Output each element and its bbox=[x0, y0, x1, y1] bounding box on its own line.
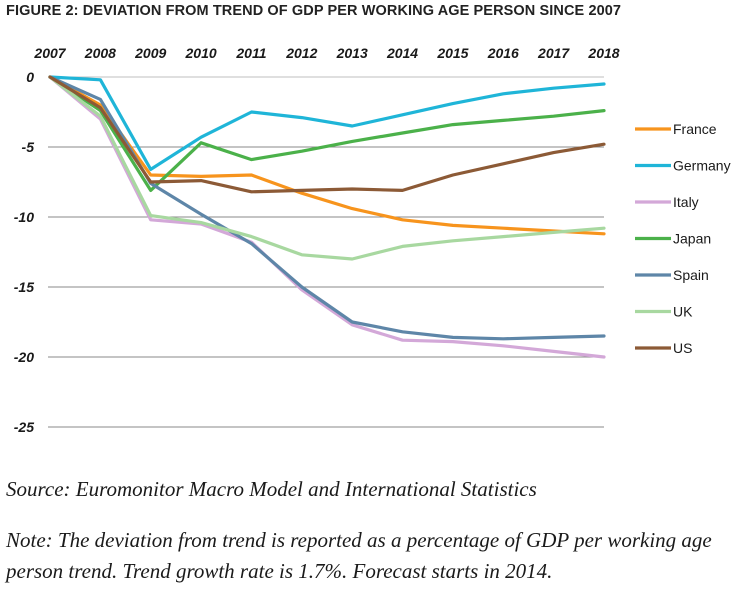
legend-label-japan: Japan bbox=[673, 231, 711, 247]
x-tick-label: 2009 bbox=[134, 45, 166, 61]
legend-label-spain: Spain bbox=[673, 267, 709, 283]
legend-label-france: France bbox=[673, 121, 717, 137]
y-tick-label: -5 bbox=[22, 139, 35, 155]
legend-label-us: US bbox=[673, 340, 692, 356]
line-chart: 0 -5 -10 -15 -20 -25 2007 2008 2009 2010 2011 2012… bbox=[14, 45, 731, 435]
y-tick-label: -10 bbox=[14, 209, 34, 225]
series-line-uk bbox=[48, 75, 606, 261]
series-line-germany bbox=[48, 75, 606, 171]
series-line-japan bbox=[48, 75, 606, 192]
x-tick-label: 2013 bbox=[336, 45, 368, 61]
figure-title: FIGURE 2: DEVIATION FROM TREND OF GDP PE… bbox=[6, 3, 622, 19]
footnote: Note: The deviation from trend is report… bbox=[6, 528, 712, 583]
y-tick-label: -15 bbox=[14, 279, 34, 295]
x-tick-label: 2018 bbox=[587, 45, 619, 61]
legend-label-germany: Germany bbox=[673, 158, 731, 174]
x-tick-label: 2016 bbox=[487, 45, 519, 61]
x-tick-label: 2010 bbox=[185, 45, 217, 61]
source-note: Source: Euromonitor Macro Model and Inte… bbox=[6, 477, 537, 501]
x-tick-label: 2014 bbox=[386, 45, 418, 61]
x-tick-label: 2011 bbox=[235, 45, 266, 61]
x-tick-label: 2012 bbox=[285, 45, 317, 61]
x-tick-label: 2008 bbox=[84, 45, 116, 61]
series-line-us bbox=[48, 75, 606, 194]
series-line-france bbox=[48, 75, 606, 236]
x-tick-label: 2017 bbox=[537, 45, 570, 61]
x-tick-label: 2007 bbox=[33, 45, 66, 61]
series-line-spain bbox=[48, 75, 606, 341]
x-axis-ticks: 2007 2008 2009 2010 2011 2012 2013 2014 2015 2016… bbox=[33, 45, 619, 61]
y-axis-ticks: 0 -5 -10 -15 -20 -25 bbox=[14, 69, 34, 435]
y-tick-label: -25 bbox=[14, 419, 34, 435]
legend: France Germany Italy Japan Spain UK US bbox=[635, 121, 731, 356]
series-line-italy bbox=[48, 75, 606, 359]
series-lines bbox=[48, 75, 606, 359]
y-tick-label: -20 bbox=[14, 349, 34, 365]
gridlines bbox=[48, 76, 604, 428]
legend-label-uk: UK bbox=[673, 304, 693, 320]
y-tick-label: 0 bbox=[26, 69, 34, 85]
legend-label-italy: Italy bbox=[673, 194, 699, 210]
x-tick-label: 2015 bbox=[436, 45, 468, 61]
